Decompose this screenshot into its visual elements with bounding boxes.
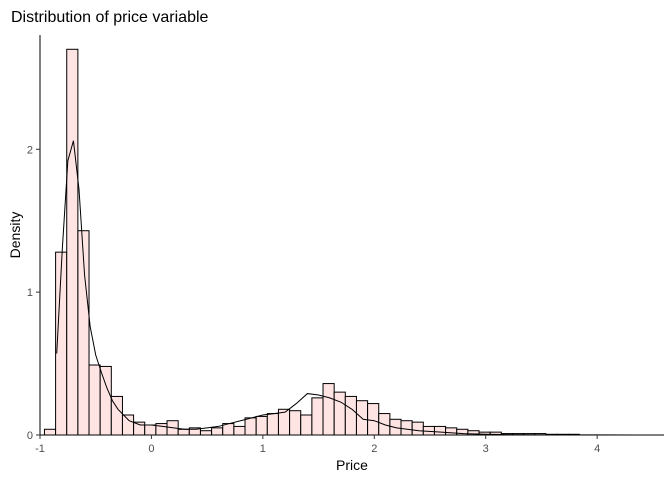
x-axis-label: Price [336,457,368,473]
y-tick-label: 2 [27,144,33,156]
y-tick-label: 1 [27,287,33,299]
histogram-bar [43,428,57,436]
histogram-bar [322,383,335,436]
x-tick-label: 3 [483,443,489,455]
density-curve [56,140,659,436]
x-tick-label: -1 [35,443,45,455]
chart-title: Distribution of price variable [11,9,209,26]
histogram-bar [199,430,213,436]
histogram-bar [66,48,79,436]
x-tick-label: 1 [260,443,266,455]
histogram-bar [266,413,279,436]
histogram-bar [289,410,302,436]
y-axis-label: Density [7,212,23,259]
histogram-bar [400,420,413,436]
histogram-bar [233,425,246,436]
histogram-bar [445,427,458,436]
x-axis-ticks: -1 0 1 2 3 4 [35,435,600,455]
x-tick-label: 2 [371,443,377,455]
y-tick-label: 0 [27,430,33,442]
histogram-bar [88,364,101,436]
histogram-bar [367,403,380,436]
y-axis-ticks: 0 1 2 [27,144,40,442]
x-tick-label: 0 [148,443,154,455]
histogram-bar [121,414,135,436]
histogram-bar [433,425,447,436]
histogram-bar [333,391,346,436]
histogram-bar [344,395,357,436]
histogram-bar [211,427,224,436]
x-tick-label: 4 [594,443,600,455]
histogram-bar [177,428,190,436]
histogram-bar [255,415,268,436]
histogram-bar [244,417,257,436]
histogram-bar [99,365,112,436]
histogram-bar [300,414,313,436]
histogram-bar [411,421,424,436]
histogram-bar [144,424,157,436]
histogram-bar [311,397,324,436]
